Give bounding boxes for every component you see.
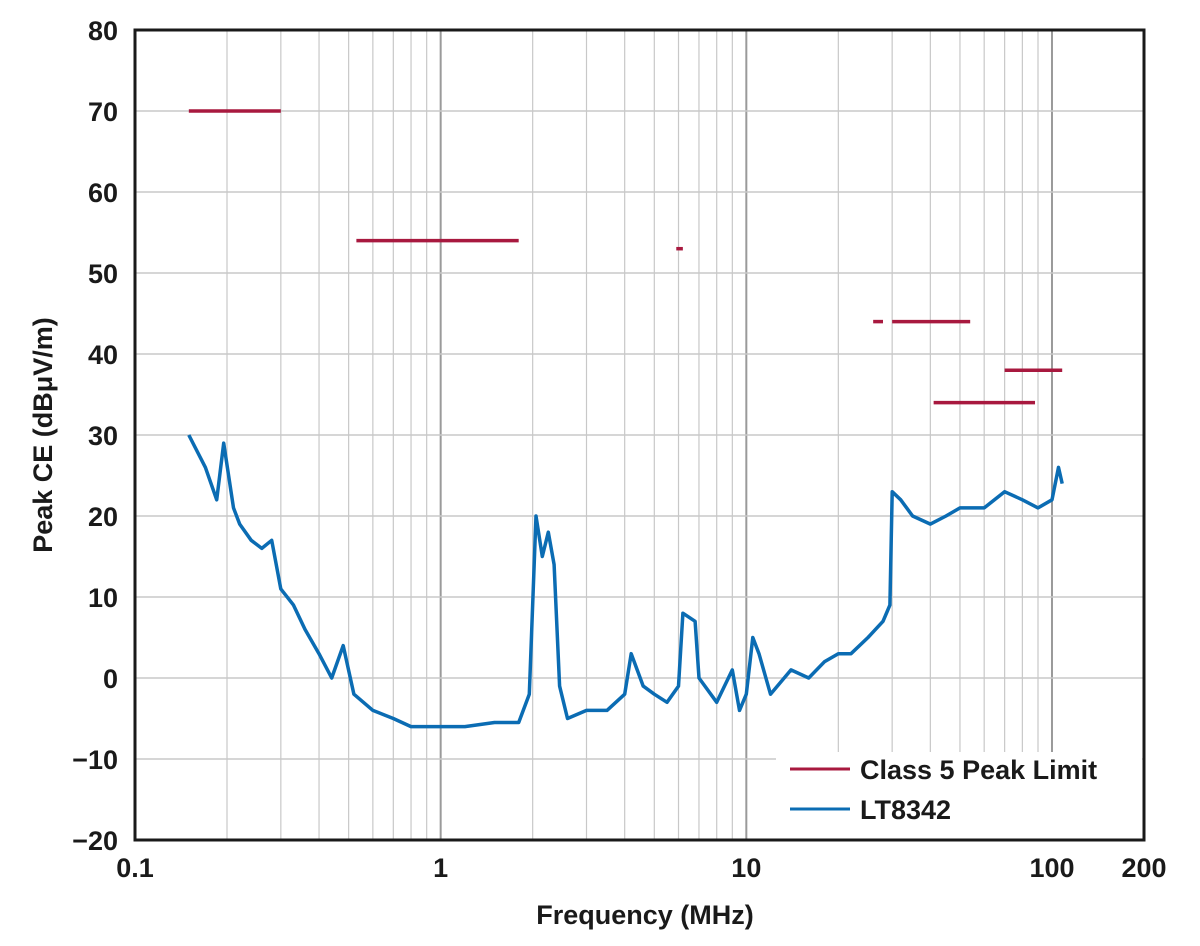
y-tick-label: 10 <box>88 583 118 613</box>
x-tick-label: 100 <box>1029 853 1074 883</box>
legend-label-measurement: LT8342 <box>860 795 951 825</box>
x-tick-labels: 0.1 1 10 100 200 <box>116 853 1166 883</box>
y-tick-label: 20 <box>88 502 118 532</box>
series-layer <box>187 109 1064 729</box>
x-tick-label: 0.1 <box>116 853 154 883</box>
major-gridlines <box>135 30 1144 840</box>
y-tick-label: 30 <box>88 421 118 451</box>
y-tick-label: 80 <box>88 16 118 46</box>
series-line-lt8342 <box>187 434 1064 729</box>
plot-frame <box>133 28 1146 842</box>
x-tick-label: 200 <box>1121 853 1166 883</box>
y-tick-label: 0 <box>103 664 118 694</box>
legend-label-limit: Class 5 Peak Limit <box>860 755 1097 785</box>
legend-background <box>776 752 1142 842</box>
y-tick-label: 70 <box>88 97 118 127</box>
x-axis-title: Frequency (MHz) <box>536 900 754 930</box>
y-tick-label: 60 <box>88 178 118 208</box>
y-axis-title: Peak CE (dBμV/m) <box>28 317 58 553</box>
y-tick-labels: −20 −10 0 10 20 30 40 50 60 70 80 <box>72 16 118 856</box>
legend: Class 5 Peak Limit LT8342 <box>790 755 1097 825</box>
x-tick-label: 10 <box>731 853 761 883</box>
y-tick-label: −10 <box>72 745 118 775</box>
y-tick-label: −20 <box>72 826 118 856</box>
y-tick-label: 50 <box>88 259 118 289</box>
y-tick-label: 40 <box>88 340 118 370</box>
x-tick-label: 1 <box>433 853 448 883</box>
